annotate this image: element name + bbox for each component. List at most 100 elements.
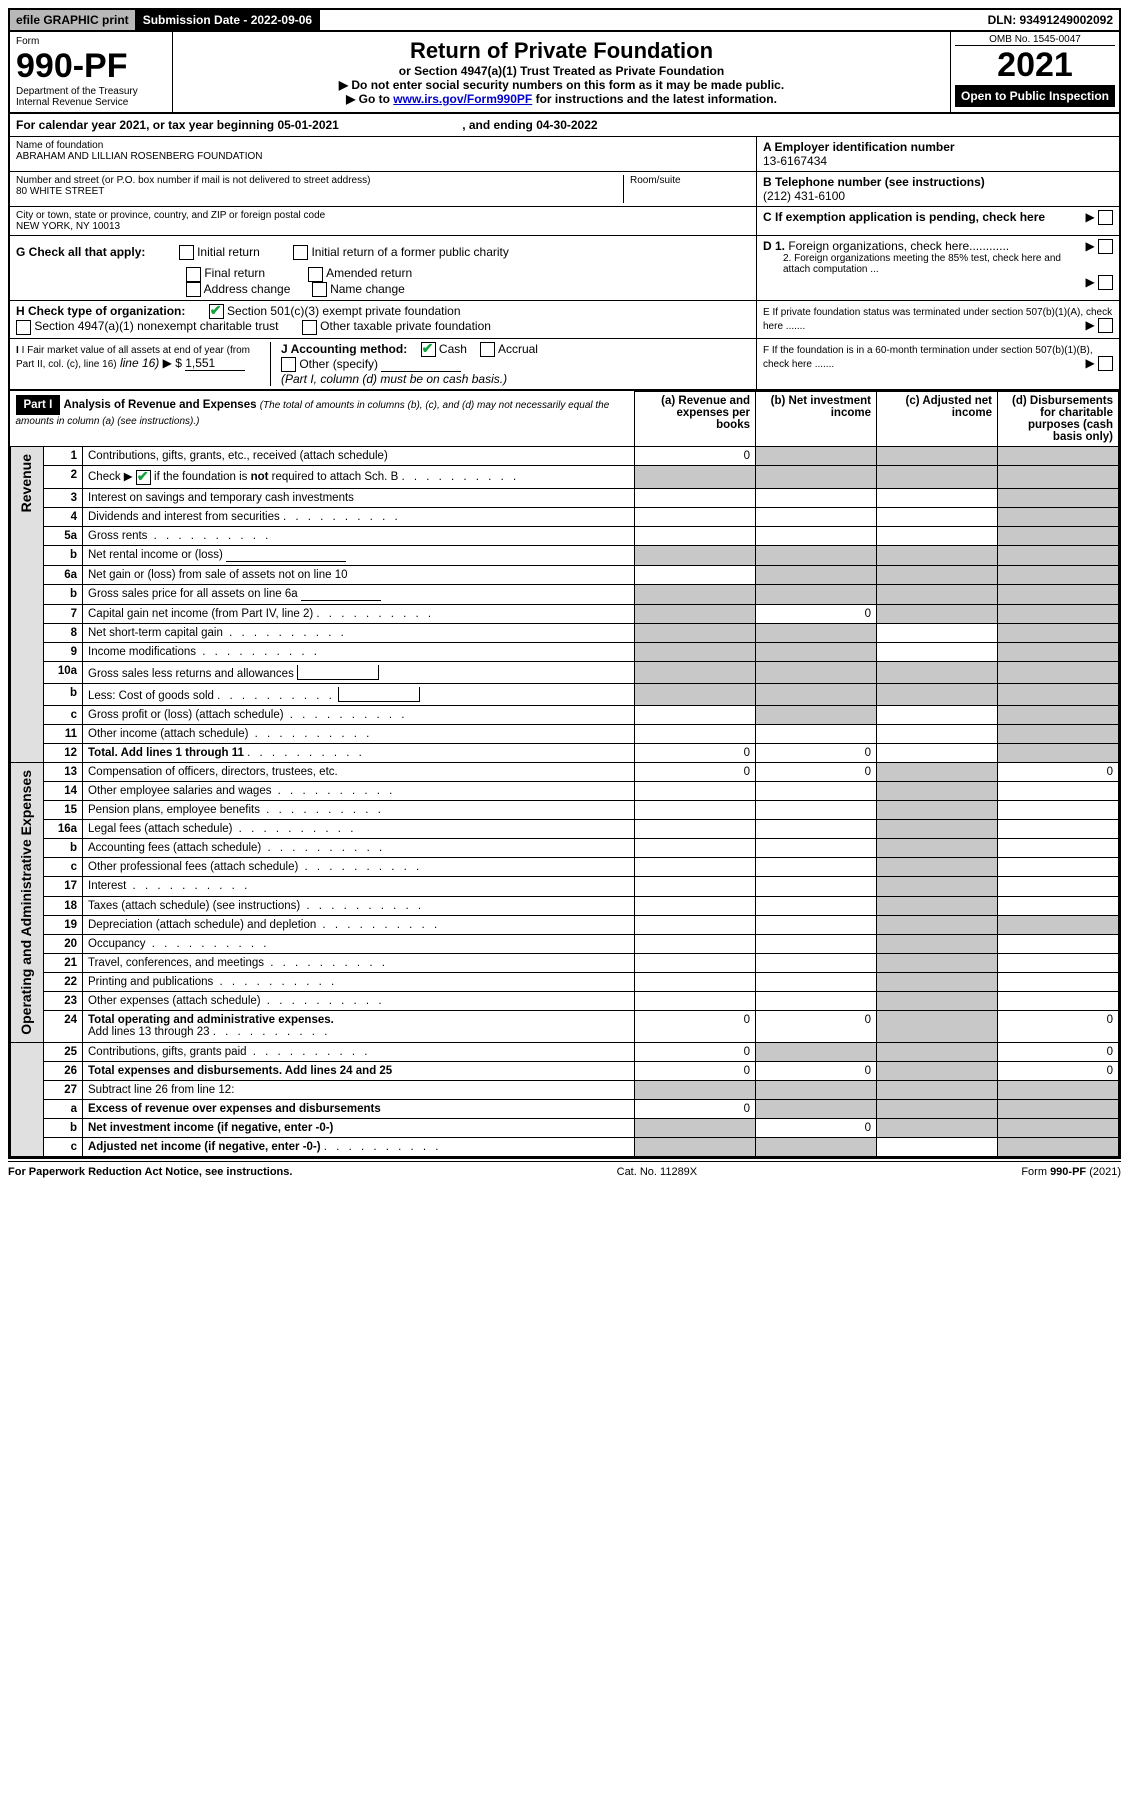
g-initial-checkbox[interactable]: [179, 245, 194, 260]
g-opt1: Initial return of a former public charit…: [311, 245, 508, 259]
g-initial-former-checkbox[interactable]: [293, 245, 308, 260]
row-27c: cAdjusted net income (if negative, enter…: [11, 1137, 1119, 1156]
row-9: 9Income modifications: [11, 642, 1119, 661]
r1-b: [756, 447, 877, 466]
row-3: 3Interest on savings and temporary cash …: [11, 488, 1119, 507]
dept: Department of the Treasury: [16, 86, 166, 97]
g-amended-checkbox[interactable]: [308, 267, 323, 282]
g-address-checkbox[interactable]: [186, 282, 201, 297]
r1-desc: Contributions, gifts, grants, etc., rece…: [83, 447, 635, 466]
city-label: City or town, state or province, country…: [16, 210, 750, 221]
part1-table-wrap: Part I Analysis of Revenue and Expenses …: [8, 391, 1121, 1158]
row-23: 23Other expenses (attach schedule): [11, 992, 1119, 1011]
dln: DLN: 93491249002092: [982, 10, 1119, 30]
g-final-checkbox[interactable]: [186, 267, 201, 282]
j-cash-checkbox[interactable]: [421, 342, 436, 357]
h-4947-checkbox[interactable]: [16, 320, 31, 335]
note2: ▶ Go to www.irs.gov/Form990PF for instru…: [179, 92, 944, 106]
info-g-row: G Check all that apply: Initial return I…: [8, 236, 1121, 301]
r26-desc: Total expenses and disbursements. Add li…: [83, 1061, 635, 1080]
col-a-header: (a) Revenue and expenses per books: [635, 392, 756, 447]
row-12: 12Total. Add lines 1 through 11 00: [11, 743, 1119, 762]
e-label: E If private foundation status was termi…: [763, 307, 1112, 332]
row-10c: cGross profit or (loss) (attach schedule…: [11, 705, 1119, 724]
r20-desc: Occupancy: [83, 934, 635, 953]
r19-num: 19: [44, 915, 83, 934]
h-opt1: Section 501(c)(3) exempt private foundat…: [227, 304, 460, 318]
row-2: 2 Check ▶ if the foundation is not requi…: [11, 466, 1119, 488]
h-other-checkbox[interactable]: [302, 320, 317, 335]
d1-label: D 1. Foreign organizations, check here..…: [763, 239, 1113, 253]
col-d-header: (d) Disbursements for charitable purpose…: [998, 392, 1119, 447]
r27b-b: 0: [756, 1118, 877, 1137]
h-opt2: Section 4947(a)(1) nonexempt charitable …: [34, 319, 278, 333]
h-501c3-checkbox[interactable]: [209, 304, 224, 319]
r10b-desc: Less: Cost of goods sold: [83, 683, 635, 705]
submission-date: Submission Date - 2022-09-06: [137, 10, 320, 30]
row-13: Operating and Administrative Expenses 13…: [11, 762, 1119, 781]
r2-mid: if the foundation is: [151, 471, 251, 483]
row-1: Revenue 1 Contributions, gifts, grants, …: [11, 447, 1119, 466]
r27b-desc: Net investment income (if negative, ente…: [83, 1118, 635, 1137]
row-14: 14Other employee salaries and wages: [11, 781, 1119, 800]
g-opt0: Initial return: [197, 245, 260, 259]
r2-post: required to attach Sch. B: [268, 471, 398, 483]
r7-num: 7: [44, 604, 83, 623]
c-checkbox[interactable]: [1098, 210, 1113, 225]
c-label: C If exemption application is pending, c…: [763, 210, 1045, 224]
row-15: 15Pension plans, employee benefits: [11, 800, 1119, 819]
r26-num: 26: [44, 1061, 83, 1080]
info-h-row: H Check type of organization: Section 50…: [8, 301, 1121, 339]
open-public: Open to Public Inspection: [955, 85, 1115, 107]
note2-post: for instructions and the latest informat…: [532, 92, 777, 106]
r12-a: 0: [635, 743, 756, 762]
r24-num: 24: [44, 1011, 83, 1042]
e-checkbox[interactable]: [1098, 318, 1113, 333]
r16a-num: 16a: [44, 820, 83, 839]
d1-checkbox[interactable]: [1098, 239, 1113, 254]
cal-end: 04-30-2022: [536, 118, 597, 132]
ein-label: A Employer identification number: [763, 140, 1113, 154]
expenses-label: Operating and Administrative Expenses: [16, 766, 36, 1039]
g-opt3: Amended return: [326, 266, 412, 280]
d2-checkbox[interactable]: [1098, 275, 1113, 290]
ein: 13-6167434: [763, 154, 1113, 168]
r23-desc: Other expenses (attach schedule): [83, 992, 635, 1011]
j-accrual-checkbox[interactable]: [480, 342, 495, 357]
row-5b: bNet rental income or (loss): [11, 545, 1119, 565]
r21-desc: Travel, conferences, and meetings: [83, 953, 635, 972]
row-6a: 6aNet gain or (loss) from sale of assets…: [11, 565, 1119, 584]
g-name-checkbox[interactable]: [312, 282, 327, 297]
f-checkbox[interactable]: [1098, 356, 1113, 371]
r5a-desc: Gross rents: [83, 526, 635, 545]
r3-desc: Interest on savings and temporary cash i…: [83, 488, 635, 507]
r4-num: 4: [44, 507, 83, 526]
row-27: 27Subtract line 26 from line 12:: [11, 1080, 1119, 1099]
r27c-desc: Adjusted net income (if negative, enter …: [83, 1137, 635, 1156]
r6a-num: 6a: [44, 565, 83, 584]
row-16a: 16aLegal fees (attach schedule): [11, 820, 1119, 839]
r21-num: 21: [44, 953, 83, 972]
r16c-desc: Other professional fees (attach schedule…: [83, 858, 635, 877]
row-10b: bLess: Cost of goods sold: [11, 683, 1119, 705]
r26-b: 0: [756, 1061, 877, 1080]
r22-num: 22: [44, 972, 83, 991]
r27c-num: c: [44, 1137, 83, 1156]
form-link[interactable]: www.irs.gov/Form990PF: [393, 92, 532, 106]
g-opt5: Name change: [330, 282, 405, 296]
r26-d: 0: [998, 1061, 1119, 1080]
row-17: 17Interest: [11, 877, 1119, 896]
part1-table: Part I Analysis of Revenue and Expenses …: [10, 391, 1119, 1156]
h-opt3: Other taxable private foundation: [320, 319, 491, 333]
row-27b: bNet investment income (if negative, ent…: [11, 1118, 1119, 1137]
r27-desc: Subtract line 26 from line 12:: [83, 1080, 635, 1099]
row-16c: cOther professional fees (attach schedul…: [11, 858, 1119, 877]
r15-desc: Pension plans, employee benefits: [83, 800, 635, 819]
cal-begin: 05-01-2021: [277, 118, 338, 132]
j-other-checkbox[interactable]: [281, 357, 296, 372]
r6a-desc: Net gain or (loss) from sale of assets n…: [83, 565, 635, 584]
city: NEW YORK, NY 10013: [16, 221, 750, 232]
footer-mid: Cat. No. 11289X: [617, 1166, 698, 1178]
r2-checkbox[interactable]: [136, 470, 151, 485]
r27-num: 27: [44, 1080, 83, 1099]
